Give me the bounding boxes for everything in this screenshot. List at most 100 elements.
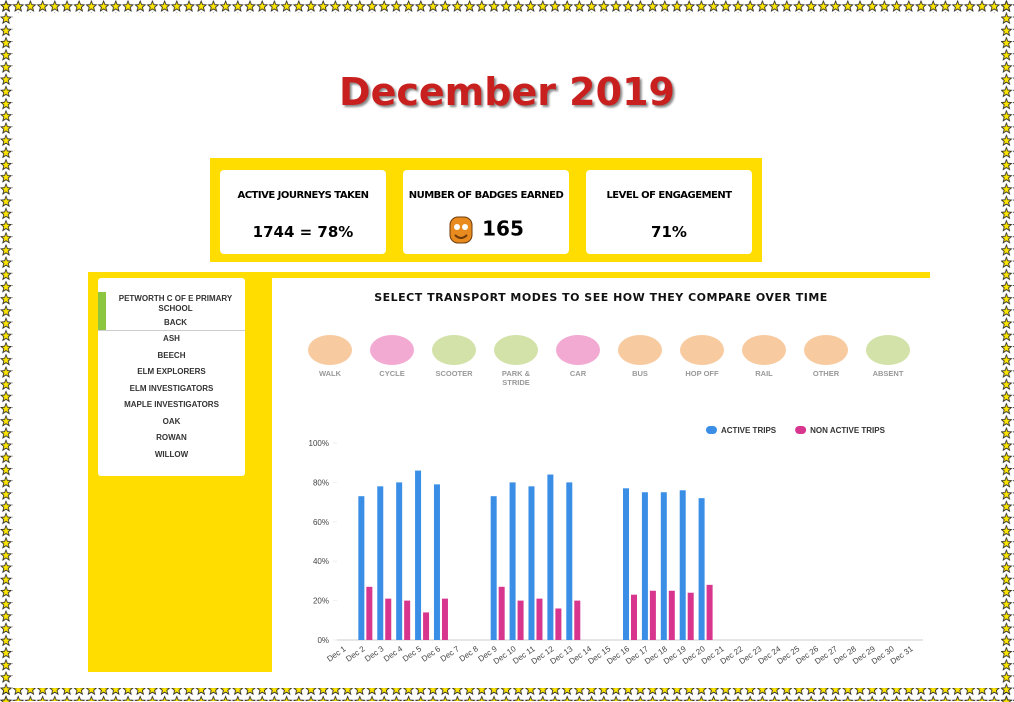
bar bbox=[498, 586, 505, 640]
x-tick-label: Dec 8 bbox=[458, 644, 481, 664]
bar bbox=[536, 598, 543, 640]
mode-button[interactable]: HOP OFF bbox=[674, 335, 730, 378]
class-item[interactable]: MAPLE INVESTIGATORS bbox=[124, 400, 219, 409]
mode-label: PARK & STRIDE bbox=[501, 369, 531, 387]
bar bbox=[649, 590, 656, 640]
x-tick-label: Dec 6 bbox=[420, 644, 443, 664]
stat-card: ACTIVE JOURNEYS TAKEN 1744 = 78% bbox=[220, 170, 386, 254]
sidebar: PETWORTH C OF E PRIMARY SCHOOL BACK ASH BE… bbox=[98, 278, 245, 476]
mode-label: SCOOTER bbox=[435, 369, 473, 378]
mode-label: RAIL bbox=[755, 369, 773, 378]
mode-button[interactable]: PARK & STRIDE bbox=[488, 335, 544, 387]
class-item[interactable]: ASH bbox=[163, 334, 180, 343]
mode-icon bbox=[494, 335, 538, 365]
mode-button[interactable]: RAIL bbox=[736, 335, 792, 378]
mode-button[interactable]: WALK bbox=[302, 335, 358, 378]
mode-button[interactable]: CYCLE bbox=[364, 335, 420, 378]
mode-label: BUS bbox=[632, 369, 648, 378]
page-title: December 2019 bbox=[339, 70, 675, 114]
mode-button[interactable]: BUS bbox=[612, 335, 668, 378]
mode-label: WALK bbox=[318, 369, 342, 378]
bar bbox=[404, 600, 411, 640]
bar bbox=[631, 594, 637, 640]
class-item[interactable]: WILLOW bbox=[154, 449, 189, 459]
stat-value: 71% bbox=[651, 223, 687, 241]
class-item[interactable]: ELM INVESTIGATORS bbox=[129, 383, 214, 393]
bar bbox=[687, 592, 694, 640]
mode-label: CAR bbox=[569, 369, 587, 378]
bar bbox=[706, 584, 713, 640]
bar bbox=[385, 598, 392, 640]
mode-icon bbox=[866, 335, 910, 365]
class-item[interactable]: ELM EXPLORERS bbox=[137, 367, 206, 376]
mode-icon bbox=[308, 335, 352, 365]
bar bbox=[547, 474, 554, 640]
class-item[interactable]: ROWAN bbox=[156, 433, 187, 442]
class-list: ASH BEECH ELM EXPLORERS ELM INVESTIGATORS MA… bbox=[98, 330, 245, 463]
mode-label: ABSENT bbox=[872, 369, 904, 378]
mode-icon bbox=[618, 335, 662, 365]
mode-label: HOP OFF bbox=[685, 369, 719, 378]
bar bbox=[423, 612, 430, 640]
stat-value: 165 bbox=[482, 216, 524, 241]
mode-icon bbox=[370, 335, 414, 365]
y-tick-label: 100% bbox=[309, 439, 329, 448]
bar bbox=[517, 600, 524, 640]
legend-label: NON ACTIVE TRIPS bbox=[810, 426, 885, 435]
stat-value: 1744 = 78% bbox=[252, 223, 354, 241]
stat-card: LEVEL OF ENGAGEMENT 71% bbox=[586, 170, 752, 254]
x-tick-label: Dec 4 bbox=[382, 644, 405, 664]
y-tick-label: 20% bbox=[313, 597, 329, 606]
bar bbox=[555, 608, 562, 640]
mode-button[interactable]: ABSENT bbox=[860, 335, 916, 378]
legend-swatch bbox=[795, 426, 807, 434]
y-tick-label: 80% bbox=[313, 478, 329, 487]
bar bbox=[396, 482, 403, 640]
mode-icon bbox=[432, 335, 476, 365]
mode-icon bbox=[804, 335, 848, 365]
bar bbox=[574, 600, 581, 640]
badge-icon bbox=[449, 216, 473, 244]
x-tick-label: Dec 1 bbox=[325, 644, 348, 664]
bar bbox=[679, 490, 686, 640]
stat-card: NUMBER OF BADGES EARNED 165 bbox=[403, 170, 569, 254]
bar bbox=[528, 486, 535, 640]
bar bbox=[358, 496, 365, 640]
school-name: PETWORTH C OF E PRIMARY SCHOOL bbox=[118, 294, 233, 313]
y-tick-label: 40% bbox=[313, 557, 329, 566]
school-item[interactable]: PETWORTH C OF E PRIMARY SCHOOL BACK bbox=[98, 292, 245, 330]
bar bbox=[441, 598, 448, 640]
x-tick-label: Dec 7 bbox=[439, 644, 462, 664]
mode-button[interactable]: OTHER bbox=[798, 335, 854, 378]
mode-icon bbox=[742, 335, 786, 365]
mode-label: OTHER bbox=[812, 369, 840, 378]
bar bbox=[377, 486, 384, 640]
mode-button[interactable]: CAR bbox=[550, 335, 606, 378]
class-item[interactable]: BEECH bbox=[157, 350, 186, 360]
mode-icon bbox=[680, 335, 724, 365]
x-tick-label: Dec 3 bbox=[363, 644, 386, 664]
x-tick-label: Dec 2 bbox=[344, 644, 367, 664]
bar bbox=[366, 586, 373, 640]
class-item[interactable]: OAK bbox=[162, 416, 181, 426]
stats-panel: ACTIVE JOURNEYS TAKEN 1744 = 78% NUMBER O… bbox=[210, 158, 762, 262]
x-tick-label: Dec 5 bbox=[401, 644, 424, 664]
modes-heading: SELECT TRANSPORT MODES TO SEE HOW THEY C… bbox=[374, 291, 828, 304]
stat-value-row: 165 bbox=[403, 215, 569, 245]
mode-icon bbox=[556, 335, 600, 365]
stat-label: NUMBER OF BADGES EARNED bbox=[408, 190, 564, 201]
stat-label: ACTIVE JOURNEYS TAKEN bbox=[237, 190, 369, 201]
bar bbox=[668, 590, 675, 640]
bar bbox=[490, 496, 497, 640]
back-link[interactable]: BACK bbox=[163, 318, 188, 327]
bar bbox=[509, 482, 516, 640]
y-tick-label: 0% bbox=[317, 636, 329, 645]
y-tick-label: 60% bbox=[313, 518, 329, 527]
bar bbox=[698, 498, 705, 640]
bar bbox=[415, 470, 422, 640]
mode-button[interactable]: SCOOTER bbox=[426, 335, 482, 378]
mode-label: CYCLE bbox=[379, 369, 405, 378]
